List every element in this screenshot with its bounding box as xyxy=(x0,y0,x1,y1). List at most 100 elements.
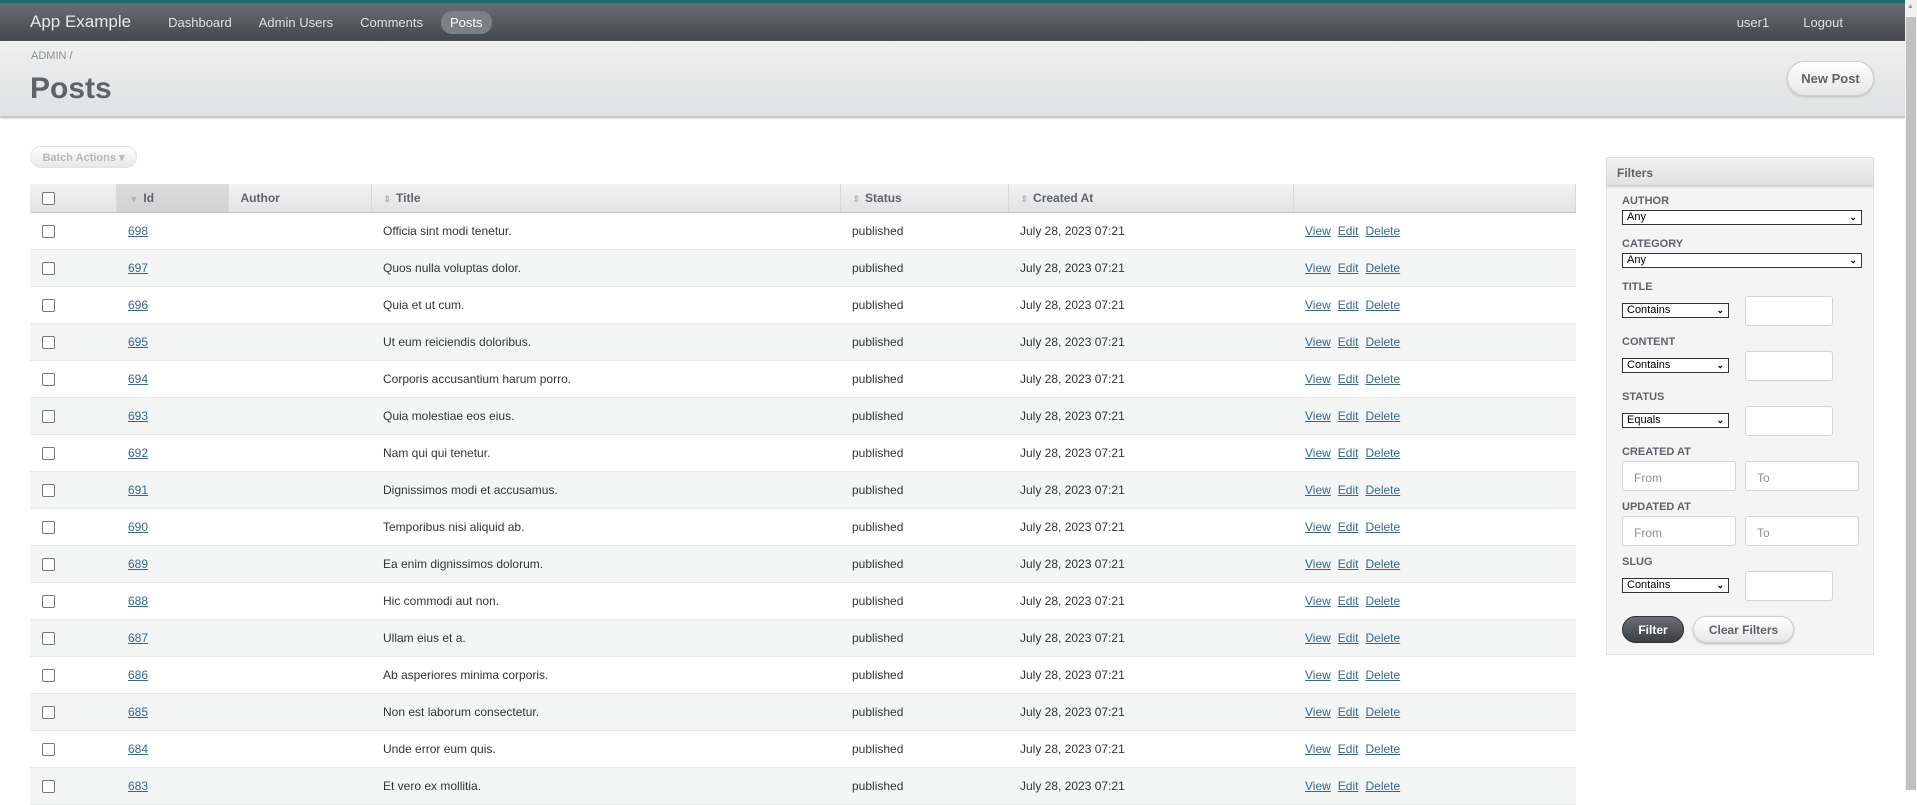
delete-link[interactable]: Delete xyxy=(1365,445,1401,460)
row-checkbox[interactable] xyxy=(42,779,55,793)
batch-actions-button[interactable]: Batch Actions ▾ xyxy=(30,146,137,168)
row-checkbox[interactable] xyxy=(42,631,55,645)
updated-at-from-input[interactable]: From xyxy=(1622,516,1736,546)
delete-link[interactable]: Delete xyxy=(1365,408,1401,423)
view-link[interactable]: View xyxy=(1305,556,1331,571)
row-checkbox[interactable] xyxy=(42,372,55,386)
edit-link[interactable]: Edit xyxy=(1337,630,1359,645)
content-filter-operator[interactable]: Contains ⌄ xyxy=(1622,358,1729,373)
edit-link[interactable]: Edit xyxy=(1337,334,1359,349)
column-header-created-at[interactable]: ⇕ Created At xyxy=(1008,184,1294,213)
edit-link[interactable]: Edit xyxy=(1337,408,1359,423)
row-checkbox[interactable] xyxy=(42,742,55,756)
select-all-checkbox[interactable] xyxy=(42,191,55,205)
status-filter-input[interactable] xyxy=(1745,406,1833,436)
slug-filter-operator[interactable]: Contains ⌄ xyxy=(1622,578,1729,593)
breadcrumb[interactable]: ADMIN / xyxy=(31,50,73,62)
post-id-link[interactable]: 696 xyxy=(128,297,149,312)
view-link[interactable]: View xyxy=(1305,408,1331,423)
edit-link[interactable]: Edit xyxy=(1337,704,1359,719)
status-filter-operator[interactable]: Equals ⌄ xyxy=(1622,413,1729,428)
view-link[interactable]: View xyxy=(1305,297,1331,312)
view-link[interactable]: View xyxy=(1305,704,1331,719)
delete-link[interactable]: Delete xyxy=(1365,556,1401,571)
category-filter-select[interactable]: Any ⌄ xyxy=(1622,253,1862,268)
edit-link[interactable]: Edit xyxy=(1337,593,1359,608)
row-checkbox[interactable] xyxy=(42,409,55,423)
edit-link[interactable]: Edit xyxy=(1337,371,1359,386)
view-link[interactable]: View xyxy=(1305,334,1331,349)
delete-link[interactable]: Delete xyxy=(1365,223,1401,238)
view-link[interactable]: View xyxy=(1305,630,1331,645)
post-id-link[interactable]: 697 xyxy=(128,260,149,275)
edit-link[interactable]: Edit xyxy=(1337,556,1359,571)
view-link[interactable]: View xyxy=(1305,667,1331,682)
delete-link[interactable]: Delete xyxy=(1365,297,1401,312)
row-checkbox[interactable] xyxy=(42,224,55,238)
post-id-link[interactable]: 692 xyxy=(128,445,149,460)
slug-filter-input[interactable] xyxy=(1745,571,1833,601)
post-id-link[interactable]: 689 xyxy=(128,556,149,571)
filter-button[interactable]: Filter xyxy=(1622,616,1684,643)
post-id-link[interactable]: 683 xyxy=(128,778,149,793)
delete-link[interactable]: Delete xyxy=(1365,519,1401,534)
delete-link[interactable]: Delete xyxy=(1365,704,1401,719)
title-filter-operator[interactable]: Contains ⌄ xyxy=(1622,303,1729,318)
view-link[interactable]: View xyxy=(1305,593,1331,608)
view-link[interactable]: View xyxy=(1305,482,1331,497)
edit-link[interactable]: Edit xyxy=(1337,519,1359,534)
scrollbar-thumb[interactable] xyxy=(1906,17,1916,790)
edit-link[interactable]: Edit xyxy=(1337,260,1359,275)
vertical-scrollbar[interactable]: ▲ xyxy=(1905,0,1917,790)
view-link[interactable]: View xyxy=(1305,741,1331,756)
post-id-link[interactable]: 694 xyxy=(128,371,149,386)
row-checkbox[interactable] xyxy=(42,594,55,608)
edit-link[interactable]: Edit xyxy=(1337,445,1359,460)
post-id-link[interactable]: 698 xyxy=(128,223,149,238)
nav-item-admin-users[interactable]: Admin Users xyxy=(258,14,334,30)
row-checkbox[interactable] xyxy=(42,298,55,312)
delete-link[interactable]: Delete xyxy=(1365,741,1401,756)
column-header-status[interactable]: ⇕ Status xyxy=(840,184,1009,213)
nav-item-posts[interactable]: Posts xyxy=(441,10,492,34)
post-id-link[interactable]: 695 xyxy=(128,334,149,349)
delete-link[interactable]: Delete xyxy=(1365,260,1401,275)
edit-link[interactable]: Edit xyxy=(1337,741,1359,756)
view-link[interactable]: View xyxy=(1305,519,1331,534)
edit-link[interactable]: Edit xyxy=(1337,778,1359,793)
post-id-link[interactable]: 686 xyxy=(128,667,149,682)
edit-link[interactable]: Edit xyxy=(1337,297,1359,312)
row-checkbox[interactable] xyxy=(42,668,55,682)
new-post-button[interactable]: New Post xyxy=(1787,61,1874,96)
delete-link[interactable]: Delete xyxy=(1365,334,1401,349)
view-link[interactable]: View xyxy=(1305,371,1331,386)
updated-at-to-input[interactable]: To xyxy=(1745,516,1859,546)
delete-link[interactable]: Delete xyxy=(1365,778,1401,793)
row-checkbox[interactable] xyxy=(42,557,55,571)
post-id-link[interactable]: 688 xyxy=(128,593,149,608)
post-id-link[interactable]: 685 xyxy=(128,704,149,719)
column-header-id[interactable]: ▼ Id xyxy=(116,184,229,213)
scroll-up-arrow-icon[interactable]: ▲ xyxy=(1907,3,1914,10)
delete-link[interactable]: Delete xyxy=(1365,593,1401,608)
edit-link[interactable]: Edit xyxy=(1337,223,1359,238)
view-link[interactable]: View xyxy=(1305,778,1331,793)
column-header-title[interactable]: ⇕ Title xyxy=(371,184,841,213)
row-checkbox[interactable] xyxy=(42,705,55,719)
edit-link[interactable]: Edit xyxy=(1337,667,1359,682)
edit-link[interactable]: Edit xyxy=(1337,482,1359,497)
delete-link[interactable]: Delete xyxy=(1365,482,1401,497)
created-at-from-input[interactable]: From xyxy=(1622,461,1736,491)
delete-link[interactable]: Delete xyxy=(1365,630,1401,645)
clear-filters-button[interactable]: Clear Filters xyxy=(1693,616,1794,643)
post-id-link[interactable]: 687 xyxy=(128,630,149,645)
title-filter-input[interactable] xyxy=(1745,296,1833,326)
post-id-link[interactable]: 693 xyxy=(128,408,149,423)
brand-logo[interactable]: App Example xyxy=(30,12,132,31)
post-id-link[interactable]: 684 xyxy=(128,741,149,756)
nav-item-dashboard[interactable]: Dashboard xyxy=(168,14,232,30)
author-filter-select[interactable]: Any ⌄ xyxy=(1622,210,1862,225)
post-id-link[interactable]: 691 xyxy=(128,482,149,497)
row-checkbox[interactable] xyxy=(42,446,55,460)
delete-link[interactable]: Delete xyxy=(1365,667,1401,682)
